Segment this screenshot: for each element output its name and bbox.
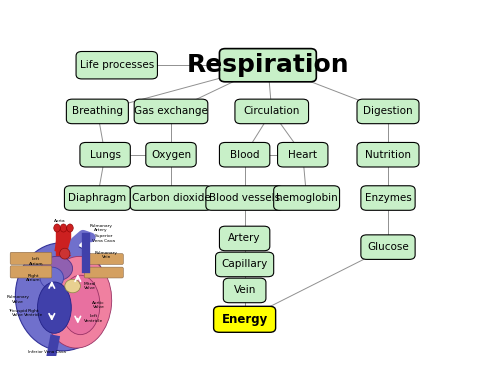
Text: Enzymes: Enzymes [364, 193, 412, 203]
Text: Inferior Vena Cava: Inferior Vena Cava [28, 350, 66, 354]
Text: Blood: Blood [230, 150, 260, 160]
Text: Superior
Vena Cava: Superior Vena Cava [92, 234, 116, 243]
Text: Pulmonary
Artery: Pulmonary Artery [90, 224, 112, 232]
FancyBboxPatch shape [76, 51, 158, 79]
FancyBboxPatch shape [274, 186, 340, 210]
Text: Glucose: Glucose [367, 242, 409, 252]
Text: Life processes: Life processes [80, 60, 154, 70]
Text: Right
Ventricle: Right Ventricle [24, 309, 43, 317]
FancyBboxPatch shape [361, 186, 415, 210]
Text: Aorta: Aorta [54, 219, 66, 223]
Text: Respiration: Respiration [186, 53, 349, 77]
Text: Circulation: Circulation [244, 106, 300, 116]
Text: Artery: Artery [228, 234, 261, 243]
Ellipse shape [16, 243, 109, 351]
FancyBboxPatch shape [220, 49, 316, 82]
Ellipse shape [40, 267, 64, 289]
Text: Digestion: Digestion [363, 106, 413, 116]
FancyBboxPatch shape [214, 306, 276, 332]
Ellipse shape [60, 248, 70, 259]
FancyBboxPatch shape [235, 99, 308, 124]
FancyBboxPatch shape [64, 186, 130, 210]
Text: Capillary: Capillary [222, 260, 268, 270]
Ellipse shape [54, 224, 60, 232]
Text: Diaphragm: Diaphragm [68, 193, 126, 203]
FancyBboxPatch shape [80, 142, 130, 167]
Text: Carbon dioxide: Carbon dioxide [132, 193, 210, 203]
Text: hemoglobin: hemoglobin [276, 193, 338, 203]
Text: Right
Atrium: Right Atrium [26, 274, 41, 282]
FancyBboxPatch shape [278, 142, 328, 167]
FancyBboxPatch shape [130, 186, 212, 210]
Ellipse shape [60, 224, 67, 232]
FancyBboxPatch shape [224, 278, 266, 303]
Text: Pulmonary
Valve: Pulmonary Valve [6, 295, 30, 304]
Ellipse shape [42, 256, 72, 280]
Text: Vein: Vein [234, 285, 256, 296]
FancyBboxPatch shape [10, 252, 52, 264]
Text: Gas exchange: Gas exchange [134, 106, 208, 116]
Text: Left
Ventricle: Left Ventricle [84, 314, 103, 323]
FancyBboxPatch shape [357, 142, 419, 167]
FancyBboxPatch shape [146, 142, 196, 167]
FancyBboxPatch shape [357, 99, 419, 124]
FancyBboxPatch shape [134, 99, 208, 124]
Text: Breathing: Breathing [72, 106, 123, 116]
FancyBboxPatch shape [206, 186, 284, 210]
FancyBboxPatch shape [10, 266, 52, 278]
Text: Aortic
Valve: Aortic Valve [92, 301, 105, 309]
Text: Left
Atrium: Left Atrium [29, 258, 43, 266]
Polygon shape [54, 226, 68, 255]
FancyBboxPatch shape [84, 267, 124, 278]
FancyBboxPatch shape [216, 252, 274, 277]
Text: Mitral
Valve: Mitral Valve [84, 282, 96, 290]
Text: Heart: Heart [288, 150, 318, 160]
FancyBboxPatch shape [361, 235, 415, 260]
Ellipse shape [44, 256, 112, 348]
Text: Tricuspid
Valve: Tricuspid Valve [8, 309, 28, 317]
Ellipse shape [38, 282, 72, 333]
Text: Oxygen: Oxygen [151, 150, 191, 160]
FancyBboxPatch shape [84, 254, 124, 264]
Text: Nutrition: Nutrition [365, 150, 411, 160]
Ellipse shape [67, 224, 73, 232]
Ellipse shape [65, 279, 80, 293]
FancyBboxPatch shape [220, 226, 270, 251]
Text: Pulmonary
Vein: Pulmonary Vein [95, 251, 118, 259]
FancyBboxPatch shape [220, 142, 270, 167]
Ellipse shape [61, 275, 100, 334]
Text: Energy: Energy [222, 313, 268, 326]
Text: Blood vessels: Blood vessels [209, 193, 280, 203]
Text: Lungs: Lungs [90, 150, 120, 160]
FancyBboxPatch shape [66, 99, 128, 124]
